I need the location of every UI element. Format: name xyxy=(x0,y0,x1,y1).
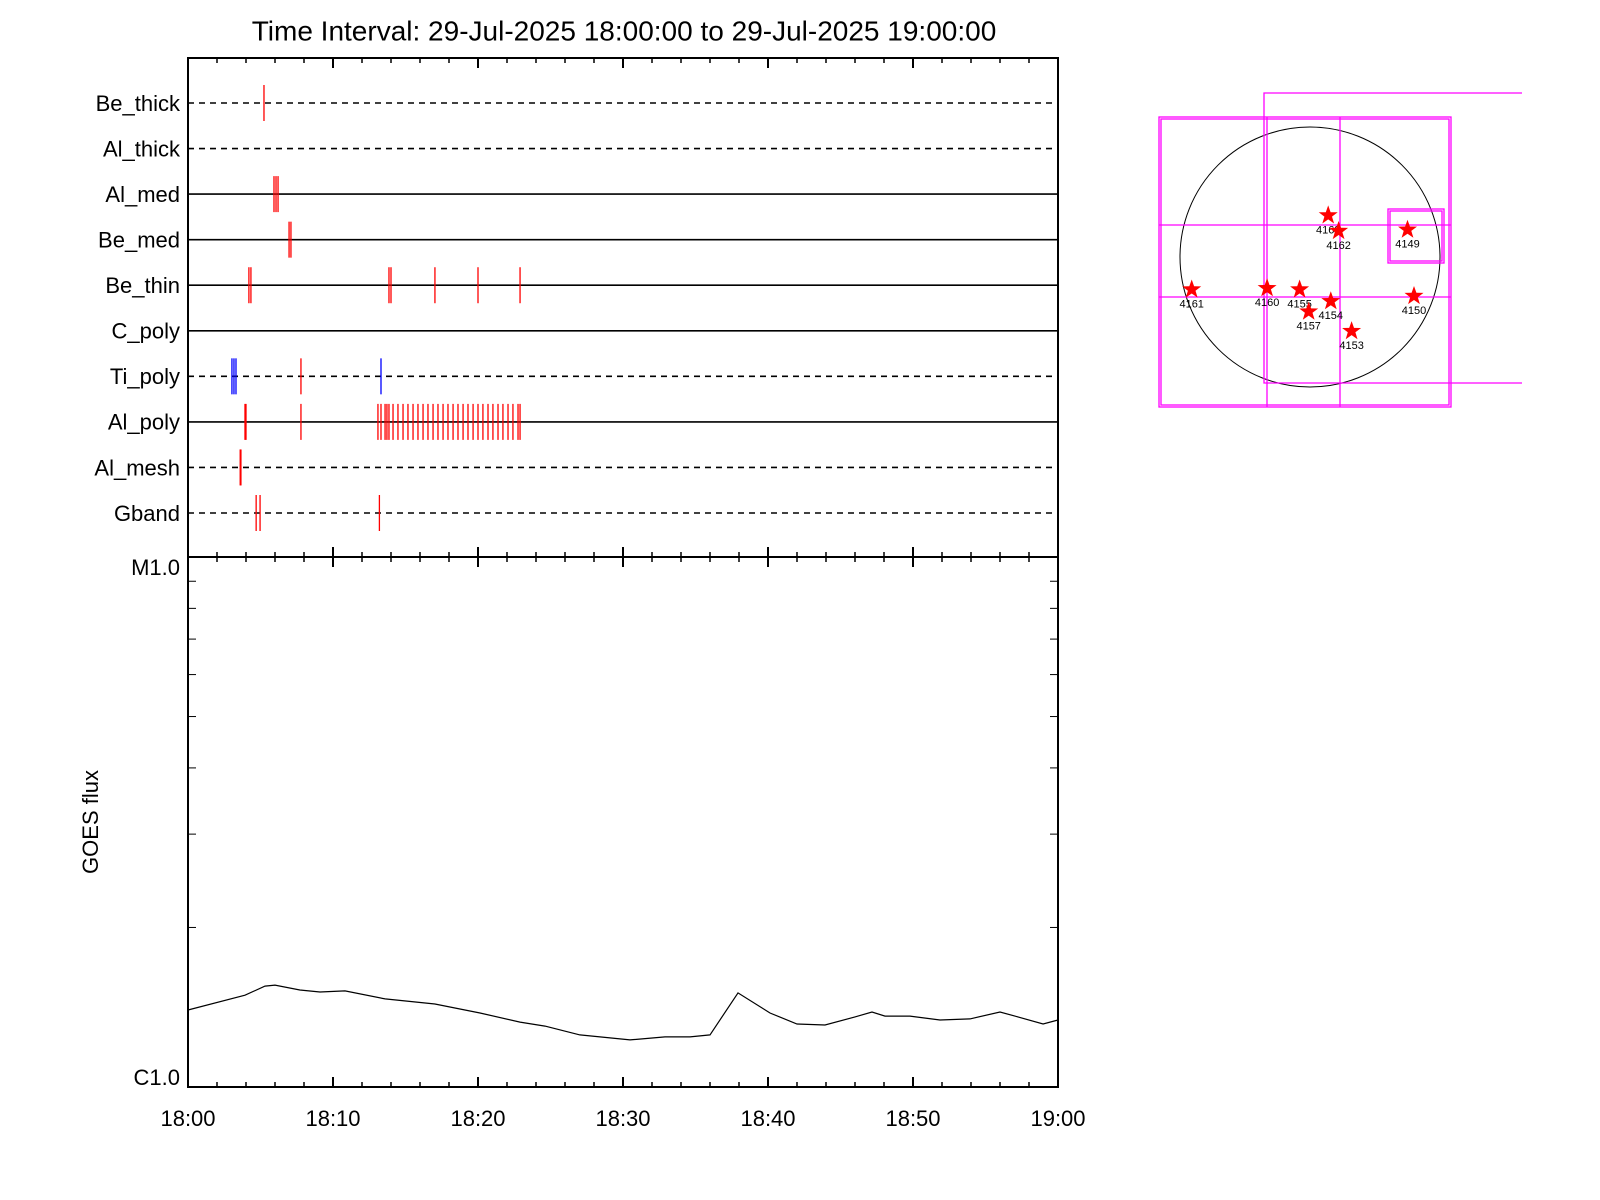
region-star xyxy=(1321,291,1341,310)
x-tick-label: 18:20 xyxy=(450,1106,505,1131)
region-label: 4157 xyxy=(1296,321,1320,333)
x-tick-label: 18:30 xyxy=(595,1106,650,1131)
region-label: 4155 xyxy=(1287,298,1311,310)
fov-box xyxy=(1160,118,1450,406)
event-panel-frame xyxy=(187,57,1059,558)
region-star xyxy=(1404,286,1424,305)
region-star xyxy=(1290,279,1310,298)
row-label: Al_poly xyxy=(108,410,180,435)
fov-box xyxy=(1263,92,1522,384)
region-star xyxy=(1299,301,1319,320)
region-star xyxy=(1257,278,1277,297)
row-label: Al_thick xyxy=(103,136,181,161)
map-frame xyxy=(1158,92,1522,408)
row-label: Be_thick xyxy=(96,91,181,116)
fov-box xyxy=(1387,208,1445,264)
x-tick-label: 18:10 xyxy=(305,1106,360,1131)
x-tick-label: 18:00 xyxy=(160,1106,215,1131)
region-label: 4150 xyxy=(1402,305,1426,317)
y-axis-label: GOES flux xyxy=(78,770,103,874)
row-label: Gband xyxy=(114,501,180,526)
row-label: Ti_poly xyxy=(110,364,180,389)
y-tick-label: M1.0 xyxy=(131,555,180,580)
x-tick-label: 18:50 xyxy=(885,1106,940,1131)
region-label: 4160 xyxy=(1255,297,1279,309)
row-label: Be_med xyxy=(98,227,180,252)
region-label: 4161 xyxy=(1179,298,1203,310)
region-label: 4149 xyxy=(1395,239,1419,251)
row-label: Al_mesh xyxy=(94,455,180,480)
row-label: Be_thin xyxy=(105,273,180,298)
fov-box xyxy=(1389,210,1443,262)
region-star xyxy=(1329,221,1349,240)
region-label: 4154 xyxy=(1319,310,1343,322)
region-label: 4162 xyxy=(1326,240,1350,252)
region-star xyxy=(1398,219,1417,238)
region-star xyxy=(1342,321,1362,340)
chart-title: Time Interval: 29-Jul-2025 18:00:00 to 2… xyxy=(252,15,997,46)
flux-panel-frame xyxy=(187,556,1059,1088)
region-label: 4163 xyxy=(1316,224,1340,236)
region-label: 4153 xyxy=(1339,340,1363,352)
solar-disk xyxy=(1179,126,1441,388)
x-tick-label: 19:00 xyxy=(1030,1106,1085,1131)
x-tick-label: 18:40 xyxy=(740,1106,795,1131)
region-star xyxy=(1182,279,1202,298)
flux-line xyxy=(187,984,1059,1041)
y-tick-label: C1.0 xyxy=(134,1065,180,1090)
row-label: Al_med xyxy=(105,182,180,207)
row-label: C_poly xyxy=(112,319,180,344)
fov-box xyxy=(1158,116,1452,408)
region-star xyxy=(1318,205,1338,224)
